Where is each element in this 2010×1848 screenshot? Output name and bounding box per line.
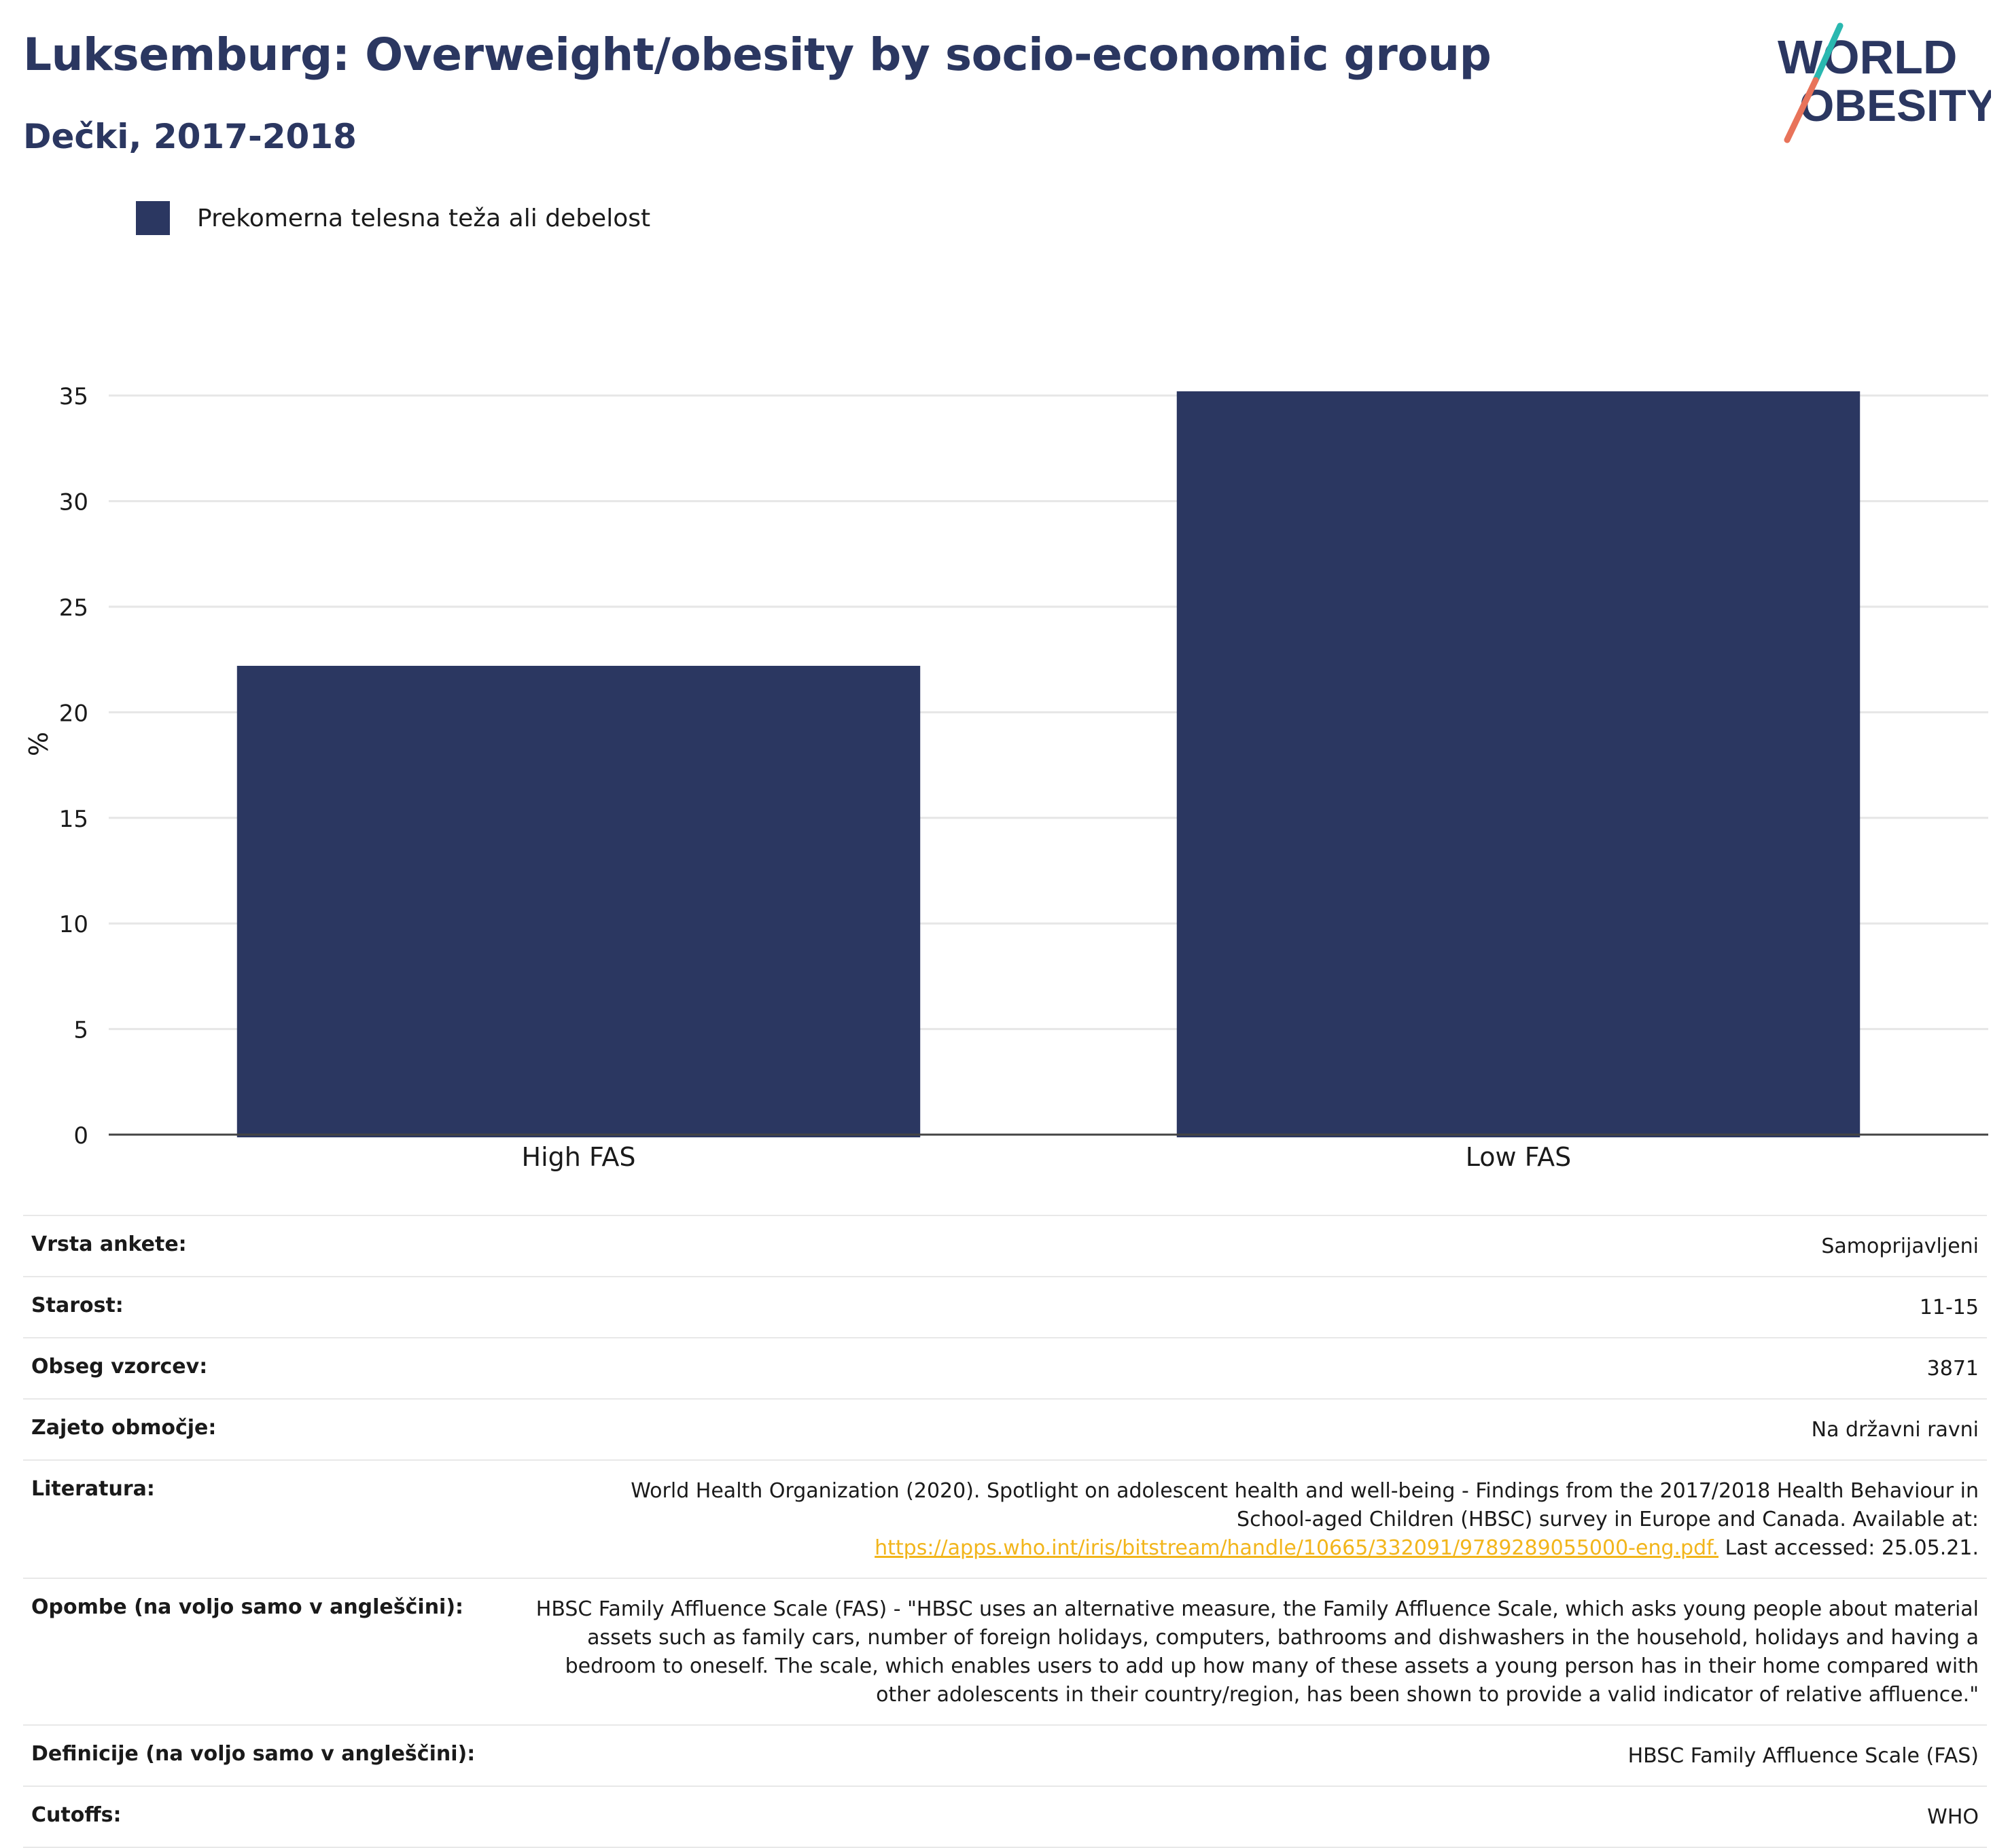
y-tick-label: 15: [59, 806, 88, 833]
meta-label: Vrsta ankete:: [31, 1232, 187, 1256]
y-tick-label: 10: [59, 911, 88, 938]
meta-value: 3871: [1926, 1357, 1979, 1381]
meta-row-definitions: Definicije (na voljo samo v angleščini):…: [23, 1724, 1987, 1785]
logo-slash-coral: [1784, 77, 1819, 143]
meta-row-cutoffs: Cutoffs: WHO: [23, 1785, 1987, 1848]
y-tick-label: 20: [59, 700, 88, 727]
reference-accessed: Last accessed: 25.05.21.: [1718, 1536, 1979, 1560]
world-obesity-logo: WORLD OBESITY: [1778, 22, 1991, 143]
meta-label: Definicije (na voljo samo v angleščini):: [31, 1742, 476, 1766]
reference-link[interactable]: https://apps.who.int/iris/bitstream/hand…: [875, 1536, 1719, 1560]
meta-value: WHO: [1927, 1805, 1979, 1829]
y-axis-label: %: [24, 732, 54, 756]
meta-row-age: Starost: 11-15: [23, 1276, 1987, 1337]
logo-line2: OBESITY: [1799, 80, 1991, 130]
x-tick-label: Low FAS: [1466, 1142, 1571, 1172]
bar-low-fas: [1176, 391, 1861, 1137]
meta-row-survey-type: Vrsta ankete: Samoprijavljeni: [23, 1215, 1987, 1276]
legend-swatch: [136, 201, 170, 235]
logo-slash-teal: [1812, 22, 1844, 84]
legend-label: Prekomerna telesna teža ali debelost: [197, 204, 651, 232]
bar-high-fas: [236, 666, 921, 1137]
meta-row-references: Literatura: World Health Organization (2…: [23, 1459, 1987, 1578]
meta-value: Samoprijavljeni: [1821, 1234, 1979, 1258]
y-tick-label: 5: [73, 1017, 88, 1044]
meta-row-notes: Opombe (na voljo samo v angleščini): HBS…: [23, 1578, 1987, 1724]
logo-line1: WORLD: [1778, 31, 1957, 84]
meta-value: HBSC Family Affluence Scale (FAS): [1627, 1744, 1979, 1768]
legend: Prekomerna telesna teža ali debelost: [136, 201, 650, 235]
meta-label: Zajeto območje:: [31, 1416, 217, 1440]
x-tick-label: High FAS: [522, 1142, 636, 1172]
y-tick-label: 0: [73, 1122, 88, 1150]
reference-line2: School-aged Children (HBSC) survey in Eu…: [1237, 1508, 1979, 1531]
y-tick-label: 30: [59, 489, 88, 516]
meta-label: Literatura:: [31, 1477, 155, 1501]
meta-value: HBSC Family Affluence Scale (FAS) - "HBS…: [535, 1597, 1979, 1707]
meta-label: Cutoffs:: [31, 1803, 122, 1827]
meta-label: Starost:: [31, 1294, 124, 1317]
y-tick-label: 25: [59, 594, 88, 622]
chart-subtitle: Dečki, 2017-2018: [23, 117, 357, 156]
reference-line1: World Health Organization (2020). Spotli…: [631, 1479, 1979, 1503]
meta-row-area-covered: Zajeto območje: Na državni ravni: [23, 1398, 1987, 1459]
metadata-table: Vrsta ankete: Samoprijavljeni Starost: 1…: [23, 1215, 1987, 1848]
meta-value: 11-15: [1919, 1296, 1979, 1319]
meta-row-sample-size: Obseg vzorcev: 3871: [23, 1337, 1987, 1398]
chart-title: Luksemburg: Overweight/obesity by socio-…: [23, 29, 1492, 81]
meta-label: Opombe (na voljo samo v angleščini):: [31, 1595, 464, 1619]
meta-value-references: World Health Organization (2020). Spotli…: [631, 1477, 1979, 1563]
y-tick-label: 35: [59, 383, 88, 410]
meta-value: Na državni ravni: [1811, 1418, 1979, 1442]
bar-chart: 0 5 10 15 20 25 30 35% High FAS Low FAS: [24, 383, 1988, 1172]
meta-label: Obseg vzorcev:: [31, 1355, 208, 1379]
reference-line3: https://apps.who.int/iris/bitstream/hand…: [631, 1534, 1979, 1563]
